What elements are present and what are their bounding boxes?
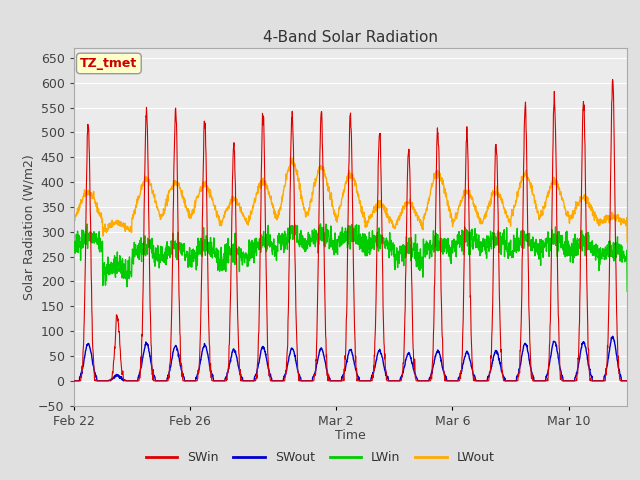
- Title: 4-Band Solar Radiation: 4-Band Solar Radiation: [263, 30, 438, 46]
- Y-axis label: Solar Radiation (W/m2): Solar Radiation (W/m2): [22, 154, 35, 300]
- Text: TZ_tmet: TZ_tmet: [80, 57, 138, 70]
- Legend: SWin, SWout, LWin, LWout: SWin, SWout, LWin, LWout: [141, 446, 499, 469]
- X-axis label: Time: Time: [335, 429, 366, 442]
